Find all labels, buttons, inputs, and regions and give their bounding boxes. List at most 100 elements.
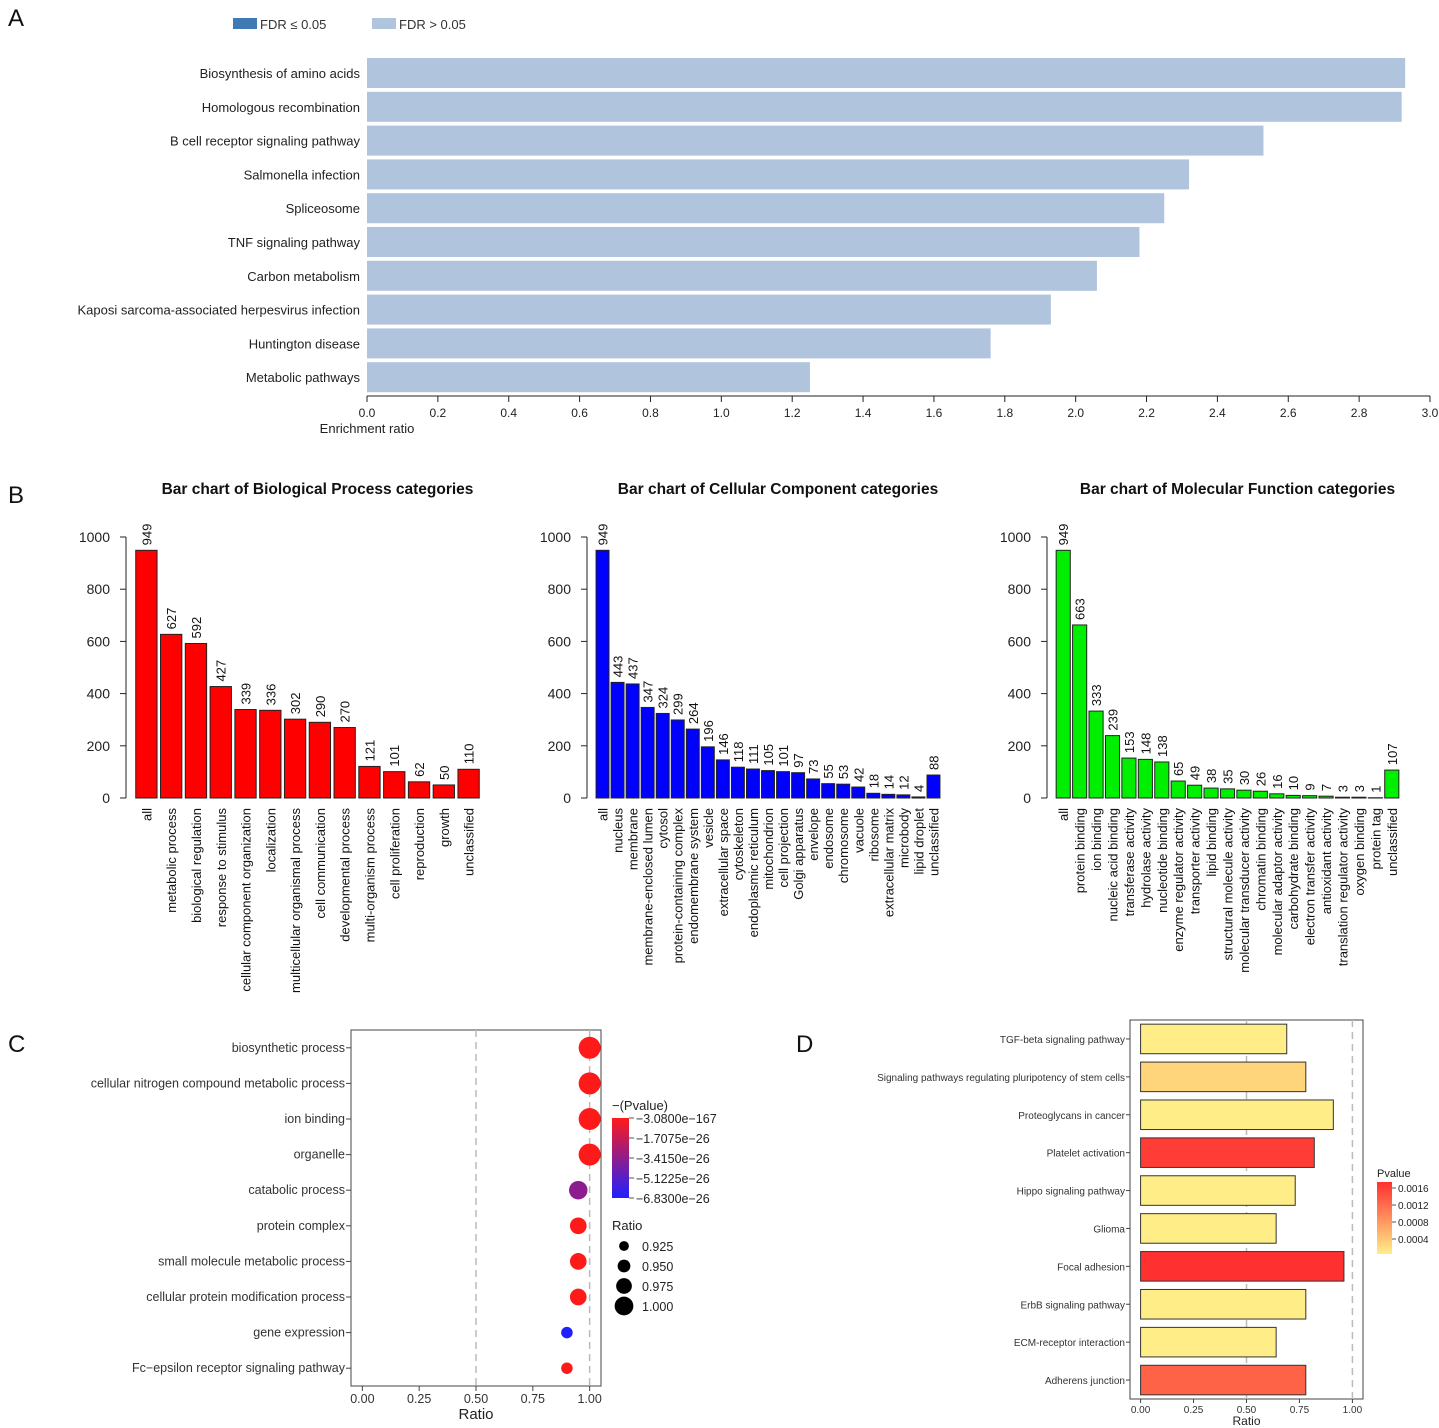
bar-value-label: 949: [1056, 524, 1071, 546]
category-label: biosynthetic process: [232, 1041, 345, 1055]
chart-title: Bar chart of Molecular Function categori…: [1080, 481, 1395, 498]
category-label: chromatin binding: [1253, 808, 1268, 911]
category-label: electron transfer activity: [1303, 808, 1318, 946]
bar-translation-regulator-activity: [1334, 796, 1351, 799]
category-label: growth: [437, 808, 452, 847]
category-label: B cell receptor signaling pathway: [170, 134, 361, 149]
bar-antioxidant-activity: [1318, 795, 1334, 799]
bar-value-label: 146: [716, 733, 731, 755]
bar-proteoglycans-in-cancer: [1140, 1099, 1334, 1131]
x-tick-label: 1.0: [713, 406, 730, 420]
x-tick-label: 1.4: [855, 406, 872, 420]
x-tick-label: 2.2: [1138, 406, 1155, 420]
category-label: all: [139, 808, 154, 821]
bubble-ion-binding: [578, 1108, 601, 1130]
x-tick-label: 1.00: [577, 1392, 601, 1406]
legend-label: 0.0008: [1398, 1218, 1429, 1229]
legend-label: 0.0016: [1398, 1184, 1429, 1195]
bar-value-label: 949: [596, 524, 611, 546]
y-tick-label: 0: [1023, 790, 1031, 806]
bar-focal-adhesion: [1140, 1251, 1345, 1282]
color-legend-label: −1.7075e−26: [636, 1132, 710, 1146]
bar-growth: [432, 784, 455, 799]
bar-cellular-component-organization: [234, 709, 257, 799]
bar-value-label: 7: [1319, 784, 1334, 791]
category-label: protein-containing complex: [671, 808, 686, 964]
bar-vacuole: [851, 786, 866, 799]
x-tick-label: 0.75: [1290, 1405, 1310, 1416]
bar-value-label: 62: [412, 762, 427, 776]
bar-cell-communication: [308, 721, 332, 799]
color-legend-title: −(Pvalue): [612, 1098, 668, 1113]
bar-unclassified: [457, 768, 480, 799]
bar-value-label: 196: [701, 720, 716, 742]
x-tick-label: 0.4: [500, 406, 517, 420]
category-label: Fc−epsilon receptor signaling pathway: [132, 1361, 346, 1375]
plot-frame: [350, 1029, 602, 1387]
bar-carbon-metabolism: [367, 260, 1097, 291]
bar-ribosome: [866, 792, 881, 799]
bubble-cellular-protein-modification-process: [569, 1288, 587, 1306]
category-label: molecular transducer activity: [1237, 808, 1252, 973]
bar-localization: [259, 709, 282, 799]
x-tick-label: 1.6: [926, 406, 943, 420]
bar-transporter-activity: [1187, 784, 1203, 799]
x-axis-title: Ratio: [458, 1406, 493, 1423]
size-legend-circle: [619, 1241, 629, 1251]
y-tick-label: 200: [87, 738, 111, 754]
bar-value-label: 53: [836, 765, 851, 779]
category-label: reproduction: [412, 808, 427, 880]
category-label: lipid droplet: [911, 808, 926, 875]
category-label: Spliceosome: [286, 201, 360, 216]
legend-label: 0.0004: [1398, 1235, 1429, 1246]
category-label: protein binding: [1073, 808, 1088, 893]
bar-value-label: 627: [164, 608, 179, 630]
category-label: ECM-receptor interaction: [1014, 1338, 1125, 1349]
category-label: translation regulator activity: [1336, 808, 1351, 967]
category-label: Salmonella infection: [244, 167, 360, 182]
size-legend-label: 0.975: [642, 1280, 673, 1294]
category-label: Adherens junction: [1045, 1376, 1125, 1387]
category-label: cellular protein modification process: [146, 1290, 345, 1304]
category-label: organelle: [294, 1148, 345, 1162]
size-legend-label: 0.950: [642, 1260, 673, 1274]
category-label: nucleus: [611, 808, 626, 853]
legend-gradient-bar: [1377, 1182, 1392, 1254]
bar-value-label: 4: [911, 785, 926, 792]
legend-swatch-fdr-significant: [233, 18, 257, 29]
bar-lipid-binding: [1203, 787, 1219, 799]
panel-label-b: B: [8, 482, 24, 509]
bar-value-label: 443: [611, 656, 626, 678]
category-label: Kaposi sarcoma-associated herpesvirus in…: [77, 303, 360, 318]
bar-kaposi-sarcoma-associated-herpesvirus-infection: [367, 294, 1051, 325]
category-label: all: [1056, 808, 1071, 821]
legend-label: FDR ≤ 0.05: [260, 17, 326, 32]
category-label: oxygen binding: [1352, 808, 1367, 895]
bar-value-label: 9: [1303, 783, 1318, 790]
bar-value-label: 592: [189, 617, 204, 639]
legend-title: Pvalue: [1377, 1168, 1411, 1180]
x-tick-label: 0.25: [1184, 1405, 1204, 1416]
category-label: molecular adaptor activity: [1270, 808, 1285, 956]
category-label: Platelet activation: [1047, 1149, 1125, 1160]
bar-value-label: 65: [1171, 762, 1186, 776]
bar-mitochondrion: [761, 770, 775, 799]
color-legend-label: −3.0800e−167: [636, 1112, 717, 1126]
bar-unclassified: [1384, 769, 1400, 799]
panel-b-cellular-component-chart: Bar chart of Cellular Component categori…: [540, 481, 942, 966]
bar-chromosome: [836, 783, 851, 799]
bar-value-label: 148: [1138, 733, 1153, 755]
bar-electron-transfer-activity: [1302, 795, 1318, 799]
x-tick-label: 0.2: [430, 406, 447, 420]
panel-b-biological-process-chart: Bar chart of Biological Process categori…: [79, 481, 480, 993]
bar-oxygen-binding: [1351, 796, 1367, 799]
category-label: extracellular space: [716, 808, 731, 916]
category-label: multicellular organismal process: [288, 808, 303, 993]
bubble-catabolic-process: [569, 1180, 588, 1200]
category-label: metabolic process: [164, 808, 179, 913]
category-label: antioxidant activity: [1319, 808, 1334, 915]
bar-molecular-adaptor-activity: [1269, 793, 1285, 799]
bar-golgi-apparatus: [791, 772, 806, 799]
x-tick-label: 0.50: [1237, 1405, 1257, 1416]
